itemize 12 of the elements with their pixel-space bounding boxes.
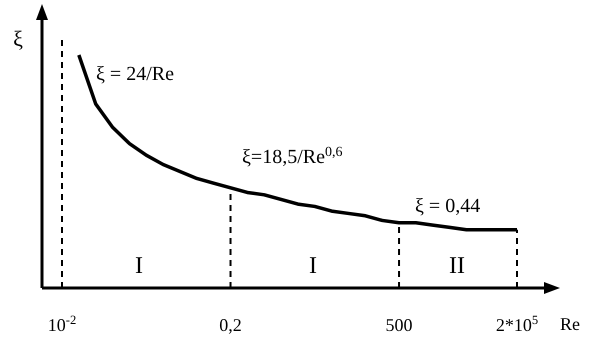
x-tick-label: 10$^{-2}$ [48, 312, 76, 335]
x-tick-label: 2*10$^{5}$ [496, 312, 538, 335]
x-tick-label: 500 [386, 314, 413, 335]
x-axis-title: Re [560, 314, 580, 334]
annotation: I [309, 253, 317, 279]
annotation: ξ = 0,44 [415, 195, 480, 217]
annotation: ξ=18,5/Re$^{0,6}$ [242, 144, 342, 168]
x-tick-label: 0,2 [219, 314, 242, 335]
annotation: II [449, 253, 465, 279]
annotation: ξ = 24/Re [96, 63, 174, 85]
y-axis-title: ξ [13, 26, 24, 51]
annotation: I [135, 253, 143, 279]
